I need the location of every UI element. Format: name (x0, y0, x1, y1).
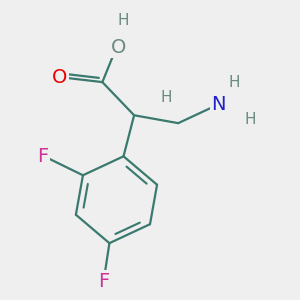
Text: F: F (98, 272, 110, 291)
Text: H: H (118, 13, 129, 28)
Text: N: N (212, 95, 226, 114)
Text: O: O (110, 38, 126, 57)
Text: F: F (37, 147, 48, 166)
Text: O: O (52, 68, 68, 87)
Text: H: H (245, 112, 256, 128)
Text: H: H (229, 75, 241, 90)
Text: H: H (160, 90, 172, 105)
